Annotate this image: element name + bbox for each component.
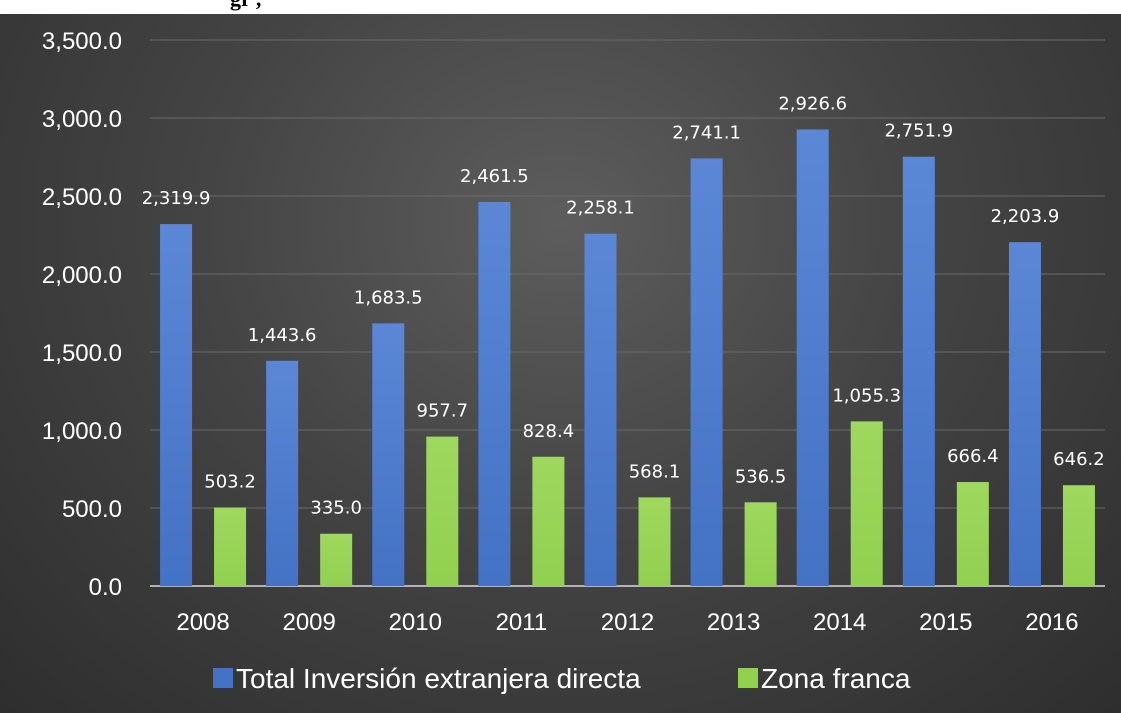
legend-item-zona-swatch [738,668,758,688]
bar-total-inversion [902,156,935,586]
y-tick-label: 2,500.0 [42,184,122,211]
data-label-zona: 335.0 [310,498,362,519]
bar-zona-franca [320,533,353,586]
data-label-zona: 646.2 [1053,449,1105,470]
y-tick-label: 2,000.0 [42,262,122,289]
x-tick-label: 2011 [496,609,548,636]
x-tick-label: 2012 [601,609,654,636]
x-tick-label: 2009 [282,609,335,636]
x-tick-label: 2014 [813,609,866,636]
bar-zona-franca [532,456,565,586]
data-label-zona: 568.1 [629,461,681,482]
bar-zona-franca [850,421,883,586]
data-label-total: 2,926.6 [778,93,847,114]
bar-zona-franca [638,497,671,586]
y-tick-label: 0.0 [89,574,122,601]
bar-total-inversion [266,360,299,586]
bar-total-inversion [160,224,193,587]
x-tick-label: 2013 [707,609,760,636]
data-label-zona: 503.2 [204,472,256,493]
data-label-total: 2,461.5 [460,166,529,187]
data-label-total: 2,741.1 [672,122,741,143]
bar-total-inversion [478,202,511,587]
data-label-total: 2,751.9 [884,121,953,142]
data-label-zona: 1,055.3 [832,385,901,406]
y-tick-label: 3,000.0 [42,106,122,133]
page-title-fragment: gr , [230,0,261,12]
x-tick-label: 2016 [1025,609,1078,636]
legend-item-total-label: Total Inversión extranjera directa [236,663,641,694]
bar-total-inversion [584,233,617,587]
bar-zona-franca [214,507,247,586]
bar-zona-franca [744,502,777,586]
legend-item-zona-label: Zona franca [761,663,911,694]
bar-total-inversion [690,158,723,586]
data-label-total: 2,203.9 [991,206,1060,227]
bar-zona-franca [426,436,459,586]
data-label-total: 1,443.6 [248,325,317,346]
y-tick-label: 1,000.0 [42,418,122,445]
data-label-total: 2,258.1 [566,198,635,219]
data-label-zona: 828.4 [523,421,575,442]
y-tick-label: 1,500.0 [42,340,122,367]
data-label-zona: 536.5 [735,466,787,487]
data-label-zona: 666.4 [947,446,999,467]
data-label-total: 1,683.5 [354,287,423,308]
y-tick-label: 3,500.0 [42,28,122,55]
bar-zona-franca [956,482,989,586]
x-tick-label: 2015 [919,609,972,636]
title-strip: gr , [0,0,1121,14]
data-label-total: 2,319.9 [142,188,211,209]
x-tick-label: 2008 [176,609,229,636]
bar-total-inversion [796,129,829,587]
legend-item-total-swatch [213,668,233,688]
bar-total-inversion [372,323,405,586]
x-tick-label: 2010 [389,609,442,636]
bar-zona-franca [1062,485,1095,586]
y-tick-label: 500.0 [62,496,122,523]
data-label-zona: 957.7 [417,401,469,422]
bar-total-inversion [1008,242,1041,587]
